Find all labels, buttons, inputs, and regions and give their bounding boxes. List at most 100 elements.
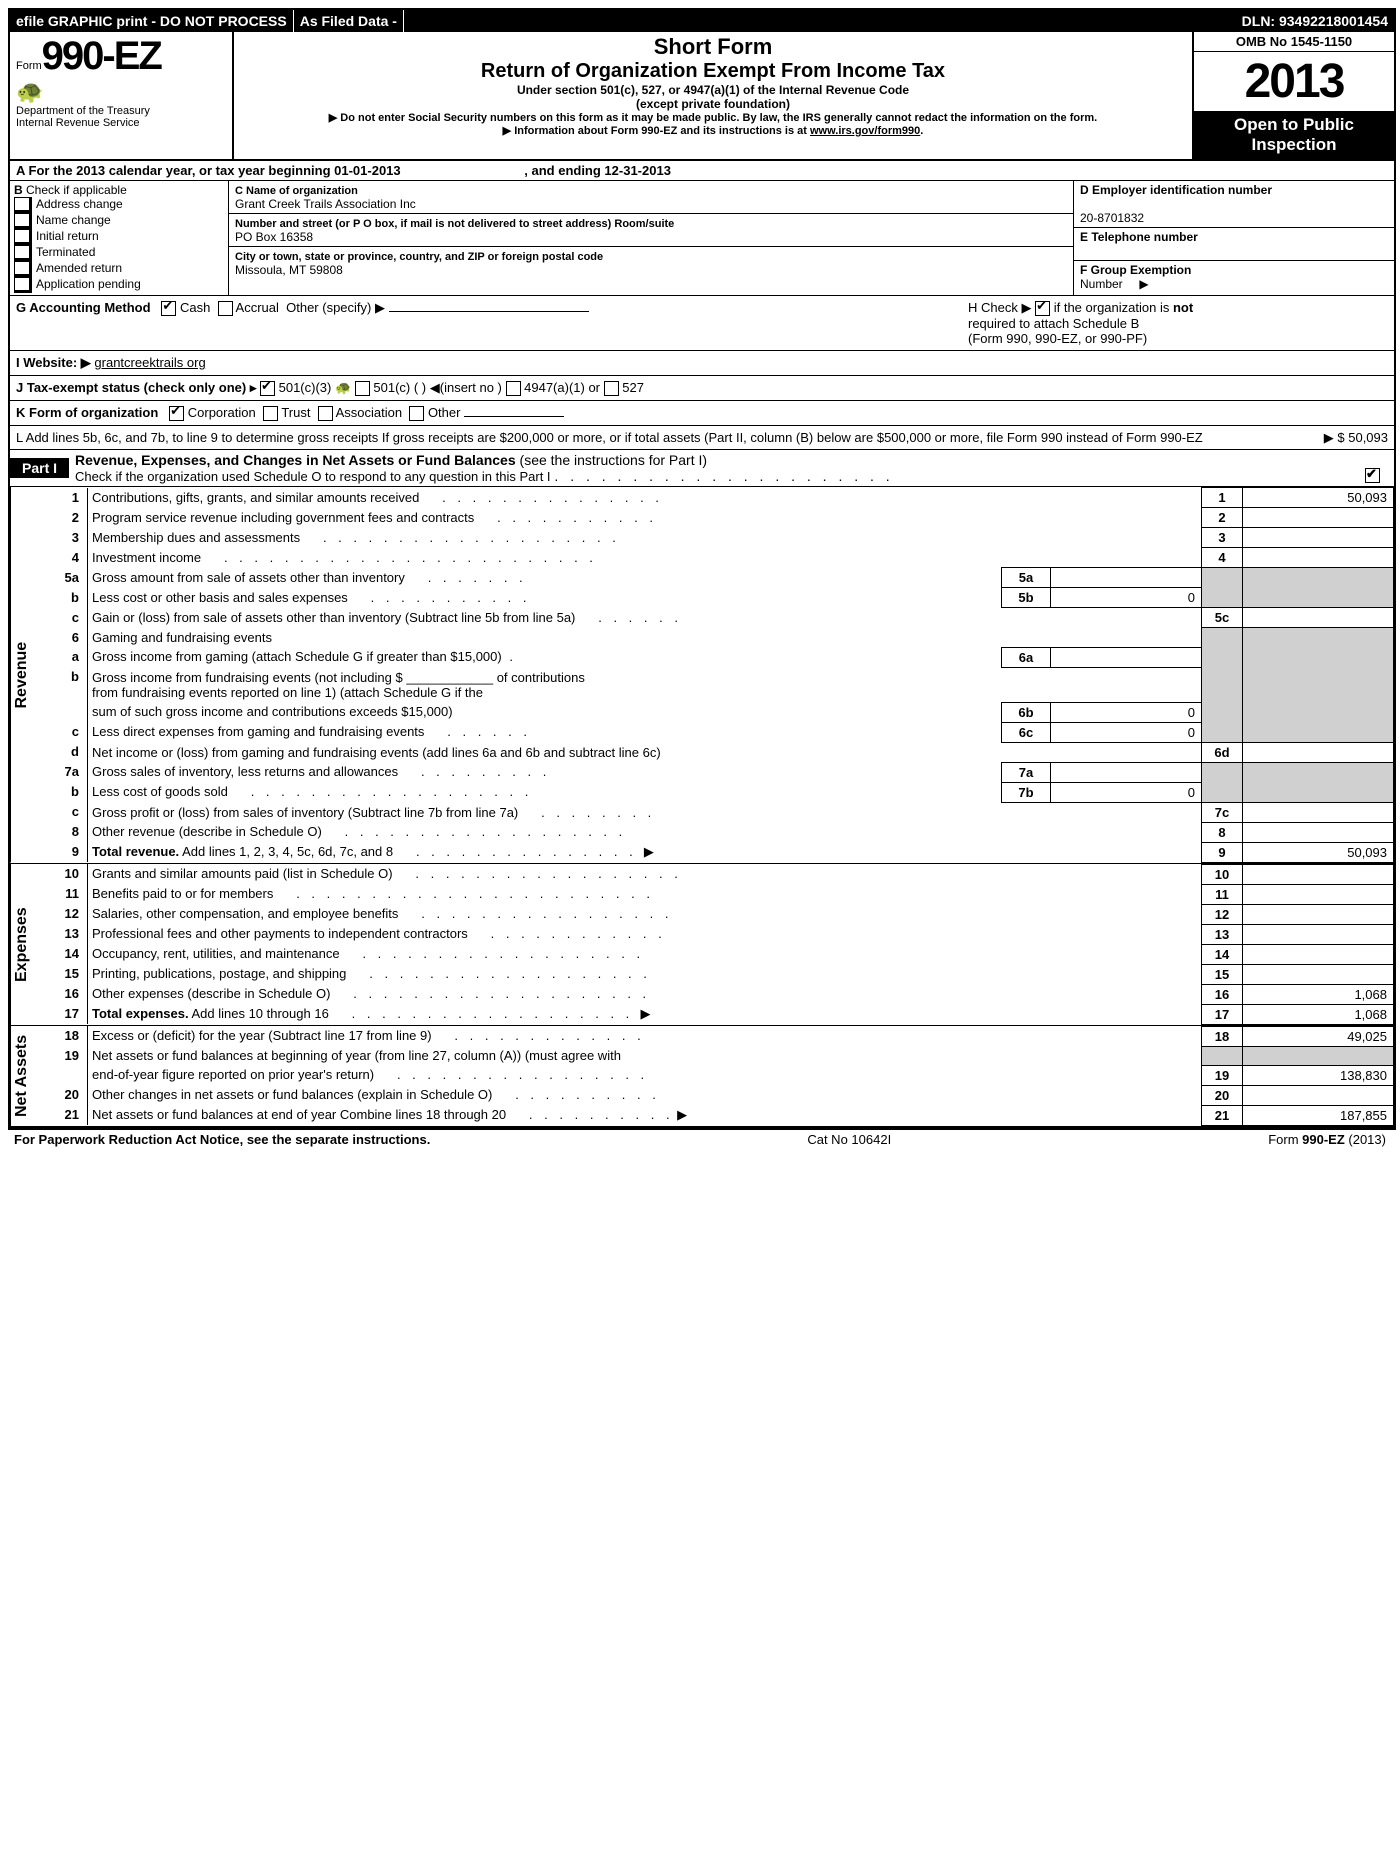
cb-terminated[interactable]: [14, 245, 32, 261]
line5a-desc: Gross amount from sale of assets other t…: [92, 570, 405, 585]
line9b-desc: Add lines 1, 2, 3, 4, 5c, 6d, 7c, and 8: [179, 844, 393, 859]
section-h: H Check ▶ if the organization is not req…: [968, 300, 1388, 346]
l-value: ▶ $ 50,093: [1324, 430, 1388, 446]
section-l: L Add lines 5b, 6c, and 7b, to line 9 to…: [10, 426, 1394, 450]
line11-desc: Benefits paid to or for members: [92, 886, 273, 901]
line6b3-desc: sum of such gross income and contributio…: [92, 704, 453, 719]
e-label: E Telephone number: [1080, 230, 1198, 244]
j-label: J Tax-exempt status (check only one) ▸: [16, 380, 256, 395]
line21-desc: Net assets or fund balances at end of ye…: [92, 1107, 506, 1122]
sub2: (except private foundation): [238, 97, 1188, 111]
k-other-line[interactable]: [464, 416, 564, 417]
footer-left: For Paperwork Reduction Act Notice, see …: [14, 1132, 430, 1147]
b-item-2: Initial return: [36, 229, 99, 243]
footer-right-bold: 990-EZ: [1302, 1132, 1345, 1147]
part1-title-text: Revenue, Expenses, and Changes in Net As…: [75, 452, 516, 468]
expenses-table: 10Grants and similar amounts paid (list …: [43, 864, 1394, 1025]
j-501c3-cb[interactable]: [260, 381, 275, 396]
line8-desc: Other revenue (describe in Schedule O): [92, 824, 322, 839]
line10-desc: Grants and similar amounts paid (list in…: [92, 866, 393, 881]
irs-link[interactable]: www.irs.gov/form990: [810, 125, 920, 137]
b-item-1: Name change: [36, 213, 111, 227]
section-g: H Check ▶ if the organization is not req…: [10, 296, 1394, 351]
k-assoc-cb[interactable]: [318, 406, 333, 421]
cb-application-pending[interactable]: [14, 277, 32, 293]
line9-desc: Total revenue.: [92, 844, 179, 859]
f-label: F Group Exemption: [1080, 263, 1191, 277]
dept-treasury: Department of the Treasury: [16, 105, 226, 117]
h-check: H Check ▶: [968, 300, 1031, 315]
sub4-end: .: [920, 125, 923, 137]
k-corp-cb[interactable]: [169, 406, 184, 421]
col-b: B Check if applicable Address change Nam…: [10, 181, 229, 295]
line6d-desc: Net income or (loss) from gaming and fun…: [92, 745, 661, 760]
col-def: D Employer identification number 20-8701…: [1073, 181, 1394, 295]
line5b-desc: Less cost or other basis and sales expen…: [92, 590, 348, 605]
b-check-label: Check if applicable: [26, 183, 127, 197]
cb-amended[interactable]: [14, 261, 32, 277]
line7c-desc: Gross profit or (loss) from sales of inv…: [92, 805, 518, 820]
line6b1-desc: Gross income from fundraising events (no…: [92, 670, 585, 685]
col-c: C Name of organization Grant Creek Trail…: [229, 181, 1073, 295]
line6b2-desc: from fundraising events reported on line…: [92, 685, 483, 700]
part1-check-text: Check if the organization used Schedule …: [75, 469, 551, 484]
street-label: Number and street (or P O box, if mail i…: [235, 218, 674, 230]
l-text: L Add lines 5b, 6c, and 7b, to line 9 to…: [16, 430, 1203, 445]
cb-initial-return[interactable]: [14, 229, 32, 245]
c-city-box: City or town, state or province, country…: [229, 247, 1073, 279]
part1-checkbox[interactable]: [1365, 468, 1380, 483]
d-label: D Employer identification number: [1080, 183, 1272, 197]
line19b-desc: end-of-year figure reported on prior yea…: [92, 1067, 374, 1082]
line5b-val: 0: [1051, 588, 1202, 608]
j-4947-cb[interactable]: [506, 381, 521, 396]
g-accrual: Accrual: [236, 300, 279, 315]
website[interactable]: grantcreektrails org: [94, 355, 205, 370]
header-row: Form990-EZ 🐢 Department of the Treasury …: [10, 32, 1394, 161]
b-item-3: Terminated: [36, 245, 95, 259]
line13-desc: Professional fees and other payments to …: [92, 926, 468, 941]
line16-desc: Other expenses (describe in Schedule O): [92, 986, 330, 1001]
netassets-section: Net Assets 18Excess or (deficit) for the…: [10, 1026, 1394, 1128]
line1-desc: Contributions, gifts, grants, and simila…: [92, 490, 419, 505]
g-cash-cb[interactable]: [161, 301, 176, 316]
f-arrow: ▶: [1139, 277, 1148, 291]
cb-name-change[interactable]: [14, 213, 32, 229]
main-title: Return of Organization Exempt From Incom…: [238, 60, 1188, 83]
g-cash: Cash: [180, 300, 210, 315]
expenses-section: Expenses 10Grants and similar amounts pa…: [10, 864, 1394, 1026]
j-501c-cb[interactable]: [355, 381, 370, 396]
line17b-desc: Add lines 10 through 16: [189, 1006, 329, 1021]
open-to-public: Open to Public Inspection: [1194, 111, 1394, 159]
footer-mid: Cat No 10642I: [807, 1132, 891, 1147]
j1: 501(c)(3): [279, 380, 332, 395]
g-accrual-cb[interactable]: [218, 301, 233, 316]
section-k: K Form of organization Corporation Trust…: [10, 401, 1394, 426]
h-checkbox[interactable]: [1035, 301, 1050, 316]
line2-desc: Program service revenue including govern…: [92, 510, 474, 525]
ein: 20-8701832: [1080, 211, 1144, 225]
b-item-4: Amended return: [36, 261, 122, 275]
header-left: Form990-EZ 🐢 Department of the Treasury …: [10, 32, 234, 159]
line15-desc: Printing, publications, postage, and shi…: [92, 966, 346, 981]
irs-label: Internal Revenue Service: [16, 117, 226, 129]
line4-desc: Investment income: [92, 550, 201, 565]
part1-dots: . . . . . . . . . . . . . . . . . . . . …: [554, 468, 893, 484]
j-527-cb[interactable]: [604, 381, 619, 396]
k-other-cb[interactable]: [409, 406, 424, 421]
line-a: A For the 2013 calendar year, or tax yea…: [10, 161, 1394, 181]
line6c-desc: Less direct expenses from gaming and fun…: [92, 724, 424, 739]
open1: Open to Public: [1234, 115, 1354, 134]
line14-desc: Occupancy, rent, utilities, and maintena…: [92, 946, 340, 961]
form-prefix: Form: [16, 60, 42, 72]
revenue-table: 1Contributions, gifts, grants, and simil…: [43, 487, 1394, 863]
g-other: Other (specify) ▶: [286, 300, 385, 315]
line16-val: 1,068: [1243, 984, 1394, 1004]
cb-address-change[interactable]: [14, 197, 32, 213]
k-trust-cb[interactable]: [263, 406, 278, 421]
sub4-text: ▶ Information about Form 990-EZ and its …: [503, 125, 810, 137]
section-j: J Tax-exempt status (check only one) ▸ 5…: [10, 376, 1394, 401]
g-other-line[interactable]: [389, 311, 589, 312]
footer: For Paperwork Reduction Act Notice, see …: [8, 1130, 1392, 1149]
street-value: PO Box 16358: [235, 230, 313, 244]
line7a-desc: Gross sales of inventory, less returns a…: [92, 764, 398, 779]
